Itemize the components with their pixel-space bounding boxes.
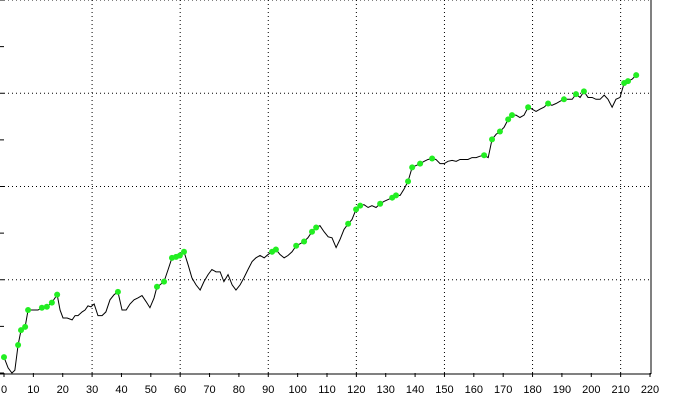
marker bbox=[43, 303, 50, 310]
x-tick-label: 110 bbox=[318, 384, 336, 396]
x-tick-label: 70 bbox=[203, 384, 215, 396]
marker bbox=[1, 354, 7, 361]
x-tick-label: 40 bbox=[115, 384, 127, 396]
x-tick-label: 210 bbox=[611, 384, 629, 396]
marker bbox=[377, 200, 384, 207]
x-tick-label: 60 bbox=[174, 384, 186, 396]
x-tick-label: 0 bbox=[1, 384, 7, 396]
marker bbox=[38, 304, 45, 311]
marker bbox=[25, 307, 32, 314]
x-tick-label: 140 bbox=[406, 384, 424, 396]
marker bbox=[54, 291, 61, 298]
marker bbox=[153, 283, 160, 290]
marker bbox=[293, 242, 300, 249]
x-tick-label: 90 bbox=[262, 384, 274, 396]
marker bbox=[114, 288, 121, 295]
marker bbox=[409, 164, 416, 171]
x-tick-label: 20 bbox=[57, 384, 69, 396]
marker bbox=[573, 91, 580, 98]
marker bbox=[508, 112, 515, 119]
marker bbox=[353, 206, 360, 213]
x-tick-label: 170 bbox=[494, 384, 512, 396]
x-tick-label: 190 bbox=[553, 384, 571, 396]
marker bbox=[489, 136, 496, 143]
x-tick-label: 150 bbox=[435, 384, 453, 396]
marker bbox=[309, 228, 316, 235]
marker bbox=[272, 246, 279, 253]
marker bbox=[180, 248, 187, 255]
marker bbox=[301, 238, 308, 245]
x-tick-label: 180 bbox=[523, 384, 541, 396]
x-tick-label: 200 bbox=[582, 384, 600, 396]
x-tick-label: 220 bbox=[641, 384, 659, 396]
marker bbox=[48, 299, 55, 306]
marker bbox=[624, 78, 631, 85]
marker bbox=[161, 278, 168, 285]
marker bbox=[393, 192, 400, 199]
x-tick-label: 120 bbox=[347, 384, 365, 396]
marker bbox=[545, 100, 552, 107]
marker bbox=[580, 88, 587, 95]
marker bbox=[22, 323, 29, 330]
x-tick-label: 30 bbox=[86, 384, 98, 396]
marker bbox=[496, 128, 503, 135]
marker bbox=[15, 342, 22, 349]
marker bbox=[481, 152, 488, 159]
x-tick-label: 50 bbox=[145, 384, 157, 396]
marker bbox=[633, 72, 640, 79]
marker bbox=[429, 155, 436, 162]
x-tick-label: 130 bbox=[377, 384, 395, 396]
x-tick-label: 80 bbox=[233, 384, 245, 396]
x-tick-label: 10 bbox=[27, 384, 39, 396]
x-tick-label: 100 bbox=[288, 384, 306, 396]
marker bbox=[417, 160, 424, 167]
marker bbox=[560, 96, 567, 103]
marker bbox=[176, 252, 183, 259]
x-tick-label: 160 bbox=[465, 384, 483, 396]
marker bbox=[505, 116, 512, 123]
marker bbox=[313, 224, 320, 231]
marker bbox=[357, 202, 364, 209]
marker bbox=[345, 220, 352, 227]
marker bbox=[405, 178, 412, 185]
marker bbox=[525, 104, 532, 111]
marker bbox=[18, 327, 25, 334]
